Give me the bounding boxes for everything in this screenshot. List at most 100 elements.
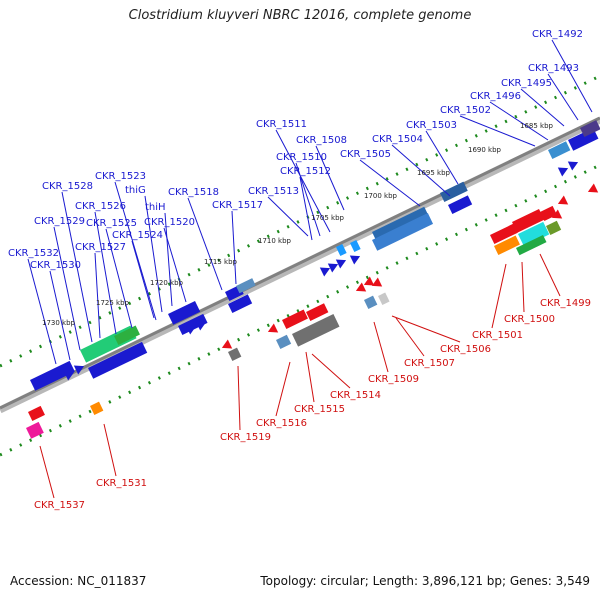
leader-line [491,263,507,329]
leader-line [275,129,331,233]
gene-box-forward [350,239,361,253]
leader-line [275,361,291,417]
gene-label-forward: CKR_1508 [296,135,347,146]
gene-arrow-forward [195,321,207,331]
gene-label-reverse: CKR_1515 [294,404,345,415]
gene-layer [26,120,600,439]
gene-box-reverse [28,405,45,422]
gene-label-forward: CKR_1517 [212,200,263,211]
gene-label-reverse: CKR_1537 [34,500,85,511]
leader-line [391,315,461,343]
leader-line [163,227,187,303]
gene-label-reverse: CKR_1519 [220,432,271,443]
gene-label-forward: CKR_1493 [528,63,579,74]
gene-box-reverse [227,347,242,362]
leader-line-layer [27,39,593,499]
gene-arrow-reverse [551,209,563,219]
gene-box-reverse [489,223,518,245]
gene-label-forward: CKR_1495 [501,78,552,89]
kbp-tick-label: 1685 kbp [520,122,554,130]
leader-line [299,176,313,241]
gene-label-reverse: CKR_1501 [472,330,523,341]
gene-arrow-reverse [371,277,383,287]
gene-box-reverse [512,208,545,233]
gene-label-forward: CKR_1513 [248,186,299,197]
leader-line [103,423,117,477]
gene-arrow-reverse [267,323,279,333]
leader-line [131,240,155,319]
gene-label-forward: CKR_1492 [532,29,583,40]
genome-backbone-core [0,116,600,410]
kbp-tick-label: 1700 kbp [364,192,398,200]
leader-line [105,228,133,329]
gene-arrow-forward [557,167,569,177]
leader-line [295,162,321,237]
leader-line [311,353,351,389]
kbp-tick-label: 1695 kbp [417,169,451,177]
leader-line [231,210,237,285]
gene-label-reverse: CKR_1516 [256,418,307,429]
gene-label-forward: CKR_1510 [276,152,327,163]
gene-box-reverse [518,221,550,247]
gene-box-reverse [363,295,378,310]
gene-label-reverse: CKR_1506 [440,344,491,355]
gene-arrow-reverse [557,195,569,205]
kbp-tick-label: 1690 kbp [468,146,502,154]
leader-line [305,351,315,403]
leader-line [267,196,309,237]
gene-arrow-forward [567,161,579,171]
gene-arrow-forward [185,325,197,335]
leader-line [39,445,55,499]
gene-box-reverse [306,303,329,322]
gene-label-forward: CKR_1526 [75,201,126,212]
leader-line [61,191,93,343]
leader-line [315,145,345,211]
leader-line [373,321,389,373]
gene-box-forward [168,300,201,325]
track-layer [0,74,600,457]
gene-label-forward: CKR_1529 [34,216,85,227]
gene-label-forward: CKR_1512 [280,166,331,177]
gene-label-forward: CKR_1530 [30,260,81,271]
gene-box-reverse [378,292,390,306]
forward-tick-row [0,74,600,368]
accession-text: Accession: NC_011837 [10,574,147,588]
leader-line [425,130,459,185]
leader-line [547,73,579,121]
leader-line [49,270,71,361]
kbp-tick-label: 1725 kbp [96,299,130,307]
gene-box-forward [29,360,75,391]
leader-line [27,258,57,365]
leader-line [459,115,536,147]
gene-label-reverse: CKR_1500 [504,314,555,325]
gene-label-reverse: CKR_1499 [540,298,591,309]
gene-box-reverse [516,234,547,256]
kbp-tick-label: 1710 kbp [258,237,292,245]
gene-arrow-forward [349,255,361,265]
leader-line [114,181,157,321]
map-title: Clostridium kluyveri NBRC 12016, complet… [128,8,472,23]
leader-line [520,88,565,127]
gene-box-forward [177,313,208,336]
gene-box-forward [580,120,600,138]
gene-box-reverse [540,205,557,222]
gene-label-forward: CKR_1523 [95,171,146,182]
gene-label-reverse: CKR_1531 [96,478,147,489]
gene-box-forward [114,325,140,346]
gene-box-reverse [282,309,308,330]
gene-arrow-forward [335,259,347,269]
gene-arrow-forward [319,267,331,277]
leader-line [489,101,549,141]
gene-box-forward [88,341,148,379]
gene-box-reverse [26,421,44,439]
genome-summary-text: Topology: circular; Length: 3,896,121 bp… [260,574,590,588]
gene-label-forward: CKR_1504 [372,134,423,145]
gene-label-forward: thiG [125,185,146,196]
leader-line [359,159,421,207]
kbp-tick-label: 1720 kbp [150,279,184,287]
kbp-tick-label: 1705 kbp [311,214,345,222]
gene-label-forward: CKR_1511 [256,119,307,130]
leader-line [391,144,451,197]
gene-label-forward: CKR_1503 [406,120,457,131]
